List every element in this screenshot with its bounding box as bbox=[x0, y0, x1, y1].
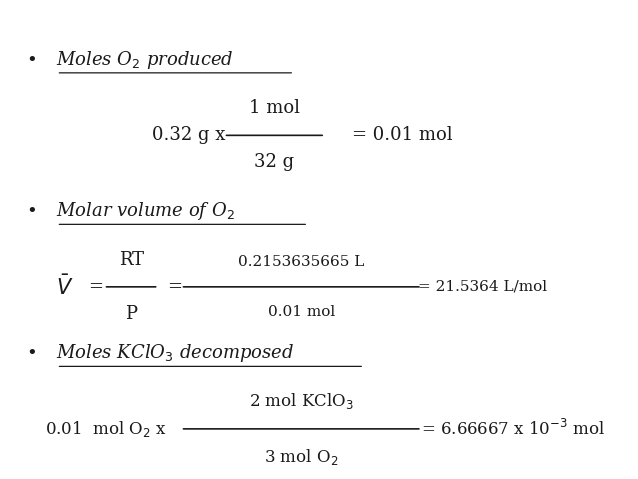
Text: =: = bbox=[88, 278, 103, 296]
Text: Molar volume of O$_2$: Molar volume of O$_2$ bbox=[57, 200, 235, 222]
Text: •: • bbox=[27, 202, 38, 220]
Text: 2 mol KClO$_3$: 2 mol KClO$_3$ bbox=[249, 391, 353, 411]
Text: 0.2153635665 L: 0.2153635665 L bbox=[238, 255, 364, 269]
Text: •: • bbox=[27, 51, 38, 68]
Text: 3 mol O$_2$: 3 mol O$_2$ bbox=[264, 447, 338, 467]
Text: Moles O$_2$ produced: Moles O$_2$ produced bbox=[57, 48, 234, 70]
Text: = 0.01 mol: = 0.01 mol bbox=[352, 126, 452, 144]
Text: 0.32 g x: 0.32 g x bbox=[152, 126, 225, 144]
Text: 32 g: 32 g bbox=[255, 153, 294, 171]
Text: = 21.5364 L/mol: = 21.5364 L/mol bbox=[417, 280, 547, 294]
Text: 0.01 mol: 0.01 mol bbox=[267, 305, 335, 319]
Text: 0.01  mol O$_2$ x: 0.01 mol O$_2$ x bbox=[45, 419, 167, 439]
Text: RT: RT bbox=[119, 251, 144, 269]
Text: Moles KClO$_3$ decomposed: Moles KClO$_3$ decomposed bbox=[57, 342, 295, 364]
Text: $\bar{V}$: $\bar{V}$ bbox=[57, 275, 74, 299]
Text: P: P bbox=[125, 305, 137, 323]
Text: 1 mol: 1 mol bbox=[249, 99, 300, 117]
Text: •: • bbox=[27, 344, 38, 362]
Text: =: = bbox=[167, 278, 182, 296]
Text: = 6.66667 x 10$^{-3}$ mol: = 6.66667 x 10$^{-3}$ mol bbox=[420, 419, 605, 439]
